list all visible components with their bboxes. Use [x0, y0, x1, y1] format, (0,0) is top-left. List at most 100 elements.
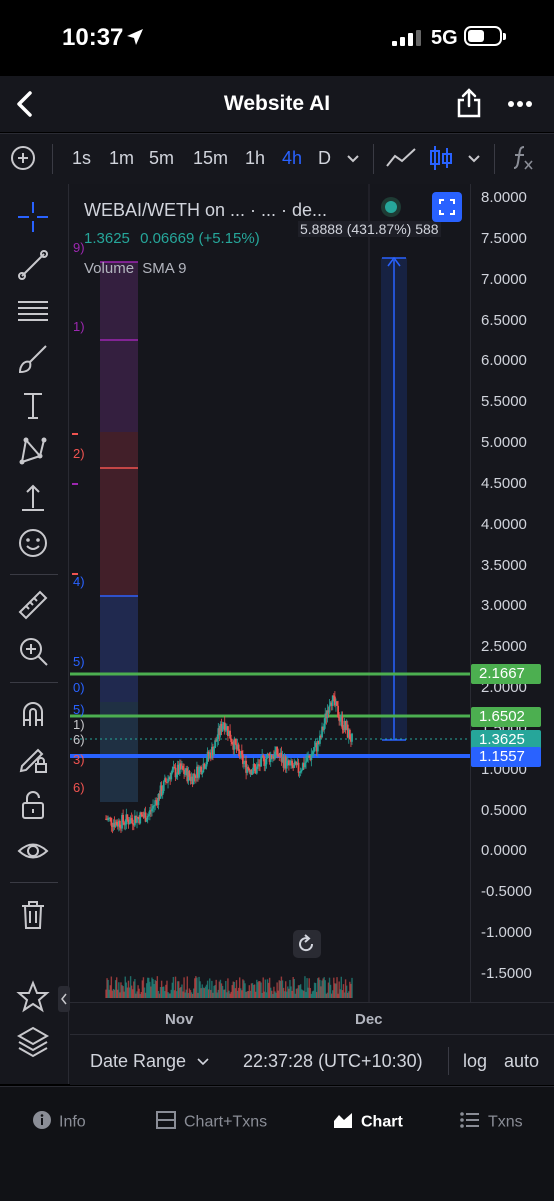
auto-scale-toggle[interactable]: auto — [504, 1051, 540, 1071]
time-tick-dec: Dec — [355, 1011, 383, 1028]
volume-bar — [224, 989, 226, 998]
candle-body — [240, 750, 243, 755]
price-tick: 7.0000 — [481, 270, 527, 288]
candle-body — [112, 822, 115, 827]
candle-body — [189, 776, 192, 781]
volume-bar — [213, 985, 215, 998]
volume-bar — [257, 982, 259, 998]
eye-icon[interactable] — [16, 834, 50, 868]
time-tick-nov: Nov — [165, 1011, 194, 1028]
timeframe-1h[interactable]: 1h — [245, 148, 266, 168]
volume-bar — [259, 981, 261, 998]
more-options-icon[interactable] — [508, 100, 532, 108]
volume-bar — [106, 978, 108, 998]
volume-bar — [113, 989, 116, 998]
volume-bar — [194, 978, 196, 998]
share-icon[interactable] — [456, 88, 482, 118]
volume-bar — [211, 980, 213, 998]
date-range-button[interactable]: Date Range — [90, 1051, 209, 1072]
candle-body — [327, 710, 330, 713]
price-tag: 1.1557 — [471, 747, 541, 768]
volume-bar — [170, 989, 172, 998]
candle-body — [285, 760, 288, 769]
volume-bar — [245, 991, 247, 998]
tab-chart[interactable]: Chart — [333, 1111, 403, 1134]
trash-icon[interactable] — [16, 898, 50, 932]
candle-body — [155, 800, 158, 802]
log-scale-toggle[interactable]: log — [463, 1051, 488, 1071]
price-tick: 4.0000 — [481, 515, 527, 533]
lock-drawing-icon[interactable] — [16, 742, 50, 776]
fullscreen-icon[interactable] — [432, 192, 462, 222]
chart-plot[interactable]: WEBAI/WETH on ... · ... · de... 1.3625 0… — [70, 184, 470, 1002]
line-chart-icon[interactable] — [385, 146, 417, 170]
volume-bar — [134, 979, 136, 998]
legend-sma-label: SMA 9 — [142, 260, 187, 277]
candle-body — [297, 762, 300, 773]
zoom-in-icon[interactable] — [16, 634, 50, 668]
unlock-icon[interactable] — [16, 788, 50, 822]
volume-bar — [221, 985, 224, 998]
candle-body — [264, 764, 267, 766]
crosshair-icon[interactable] — [16, 200, 50, 234]
tab-info[interactable]: Info — [33, 1111, 86, 1134]
volume-bar — [109, 985, 111, 998]
add-symbol-icon[interactable] — [11, 146, 35, 170]
fib-label: 6) — [73, 780, 85, 795]
volume-bar — [256, 979, 258, 998]
layers-icon[interactable] — [16, 1024, 50, 1058]
chevron-down-icon[interactable] — [346, 154, 360, 164]
indicators-fx-icon[interactable] — [510, 144, 534, 172]
candle-body — [150, 810, 152, 812]
chevron-down-icon[interactable] — [467, 154, 481, 164]
pattern-tool-icon[interactable] — [16, 434, 50, 468]
volume-bar — [263, 991, 265, 998]
tab-chart-txns[interactable]: Chart+Txns — [156, 1111, 267, 1134]
timeframe-D[interactable]: D — [318, 148, 331, 168]
volume-bar — [248, 985, 251, 998]
trend-line-icon[interactable] — [16, 248, 50, 282]
price-scale[interactable]: 8.0000 7.5000 7.0000 6.5000 6.0000 5.5000 5.00… — [470, 184, 554, 1032]
price-chart[interactable] — [70, 184, 470, 1002]
volume-bar — [139, 993, 141, 998]
reset-chart-icon[interactable] — [293, 930, 321, 958]
ruler-icon[interactable] — [16, 588, 50, 622]
candle-body — [116, 825, 119, 827]
timeframe-5m[interactable]: 5m — [149, 148, 175, 168]
volume-bar — [193, 988, 195, 998]
volume-bar — [297, 985, 300, 998]
volume-bar — [252, 984, 255, 998]
emoji-icon[interactable] — [16, 526, 50, 560]
volume-bar — [143, 987, 146, 998]
brush-icon[interactable] — [16, 342, 50, 376]
time-scale[interactable]: Nov Dec — [70, 1002, 554, 1035]
candle-body — [227, 726, 229, 736]
text-tool-icon[interactable] — [16, 388, 50, 422]
fib-label: 4) — [73, 574, 85, 589]
fib-label: 9) — [73, 240, 85, 255]
timeframe-4h[interactable]: 4h — [282, 148, 303, 168]
candle-body — [220, 723, 223, 732]
candle-body — [299, 771, 302, 773]
volume-bar — [118, 982, 120, 998]
fib-zone — [100, 262, 138, 432]
candle-body — [197, 766, 199, 778]
candlestick-icon[interactable] — [429, 144, 453, 172]
fib-retracement-icon[interactable] — [16, 294, 50, 328]
tab-txns[interactable]: Txns — [460, 1111, 523, 1134]
timeframe-1s[interactable]: 1s — [72, 148, 92, 168]
candle-body — [252, 763, 255, 772]
timeframe-1m[interactable]: 1m — [109, 148, 135, 168]
fib-zone — [100, 702, 138, 802]
volume-bar — [135, 993, 137, 998]
volume-bar — [230, 991, 232, 998]
collapse-toolbar-icon[interactable] — [58, 986, 70, 1012]
candle-body — [138, 817, 141, 824]
candle-body — [316, 740, 319, 752]
back-chevron-icon[interactable] — [14, 90, 36, 118]
magnet-icon[interactable] — [16, 696, 50, 730]
timeframe-15m[interactable]: 15m — [193, 148, 229, 168]
star-icon[interactable] — [16, 980, 50, 1014]
price-tick: 7.5000 — [481, 229, 527, 247]
measure-tool-icon[interactable] — [16, 480, 50, 514]
